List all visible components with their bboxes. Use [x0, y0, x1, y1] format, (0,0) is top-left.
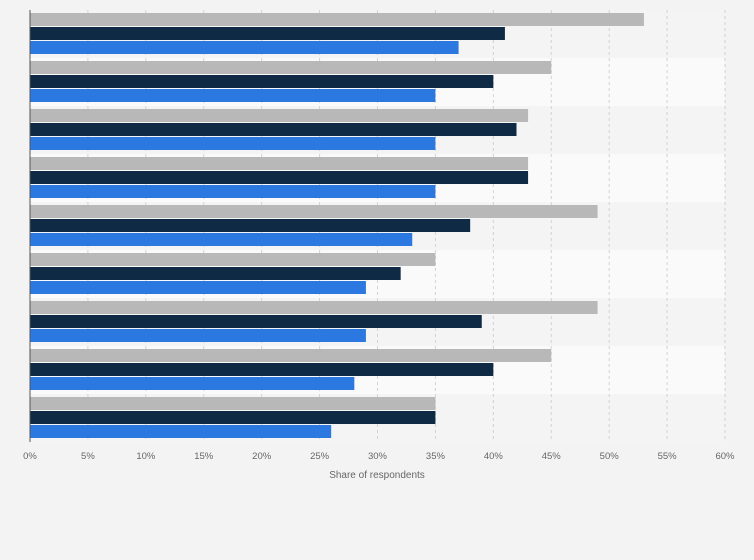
x-tick-label: 45%	[542, 451, 562, 462]
bar	[30, 75, 494, 88]
x-tick-label: 35%	[426, 451, 446, 462]
bar	[30, 123, 517, 136]
bar	[30, 411, 436, 424]
bar	[30, 363, 494, 376]
x-tick-label: 60%	[715, 451, 735, 462]
bar	[30, 267, 401, 280]
bar	[30, 253, 436, 266]
x-tick-label: 25%	[310, 451, 330, 462]
x-axis-title: Share of respondents	[329, 470, 425, 481]
bar	[30, 301, 598, 314]
x-tick-label: 20%	[252, 451, 272, 462]
x-tick-label: 15%	[194, 451, 214, 462]
bar	[30, 397, 436, 410]
bar	[30, 205, 598, 218]
x-tick-label: 5%	[81, 451, 95, 462]
x-tick-label: 40%	[484, 451, 504, 462]
bar	[30, 377, 355, 390]
bar	[30, 137, 436, 150]
x-axis-ticks: 0% 5% 10% 15% 20% 25% 30% 35% 40% 45% 50% 55% 60%	[23, 451, 735, 462]
x-tick-label: 0%	[23, 451, 37, 462]
bar	[30, 329, 366, 342]
bar	[30, 61, 552, 74]
bar	[30, 233, 413, 246]
bar	[30, 89, 436, 102]
x-tick-label: 50%	[600, 451, 620, 462]
x-tick-label: 10%	[136, 451, 156, 462]
bar	[30, 109, 529, 122]
bar	[30, 157, 529, 170]
bar	[30, 425, 332, 438]
bar	[30, 13, 644, 26]
bar	[30, 349, 552, 362]
x-tick-label: 30%	[368, 451, 388, 462]
bars	[30, 13, 644, 438]
bar	[30, 41, 459, 54]
bar	[30, 27, 505, 40]
bar	[30, 281, 366, 294]
x-tick-label: 55%	[658, 451, 678, 462]
bar	[30, 185, 436, 198]
bar	[30, 315, 482, 328]
bar	[30, 171, 529, 184]
bar	[30, 219, 471, 232]
